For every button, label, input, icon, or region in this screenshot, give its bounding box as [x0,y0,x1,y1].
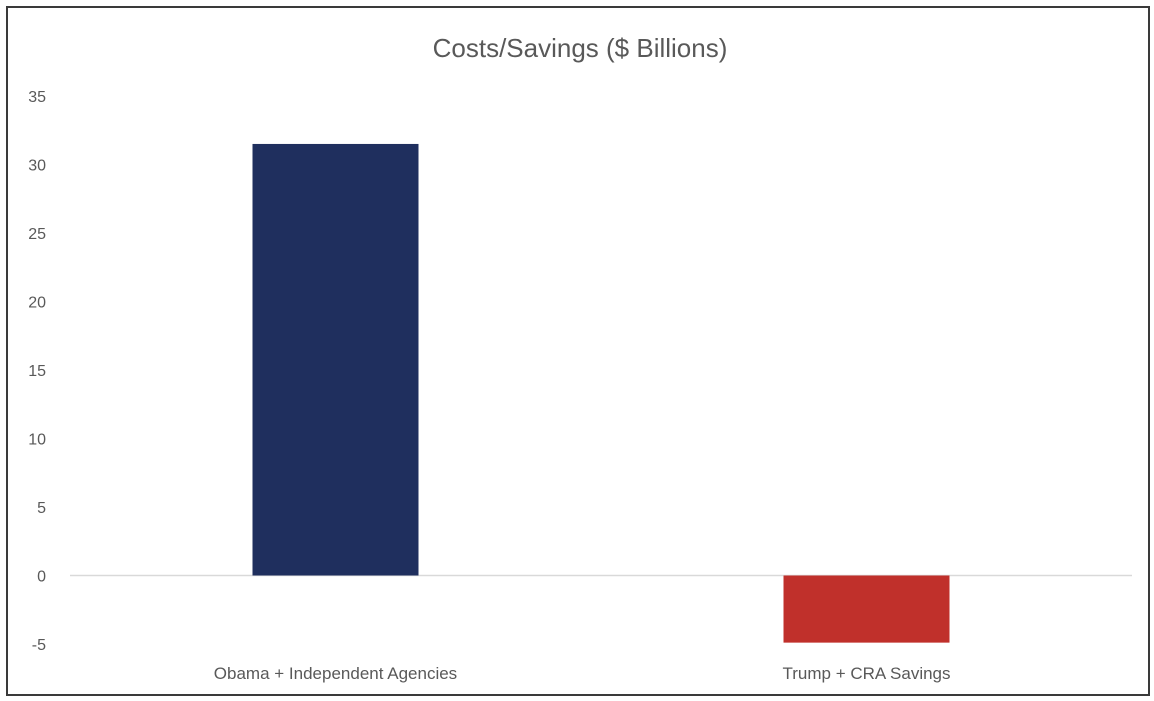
chart-frame [6,6,1150,696]
y-tick-label: 15 [28,363,46,380]
y-tick-label: 10 [28,432,46,449]
bar-2 [783,575,950,643]
y-axis-ticks: 35 30 25 20 15 10 5 0 -5 [28,89,46,654]
y-tick-label: -5 [32,637,46,654]
y-tick-label: 0 [37,569,46,586]
y-tick-label: 25 [28,226,46,243]
x-axis-categories: Obama + Independent Agencies Trump + CRA … [214,664,951,683]
bar-1 [252,143,419,576]
x-category-label: Trump + CRA Savings [782,664,950,683]
bars [252,143,950,643]
y-tick-label: 35 [28,89,46,106]
y-tick-label: 5 [37,500,46,517]
x-category-label: Obama + Independent Agencies [214,664,457,683]
chart-title: Costs/Savings ($ Billions) [433,33,728,63]
y-tick-label: 20 [28,295,46,312]
y-tick-label: 30 [28,158,46,175]
